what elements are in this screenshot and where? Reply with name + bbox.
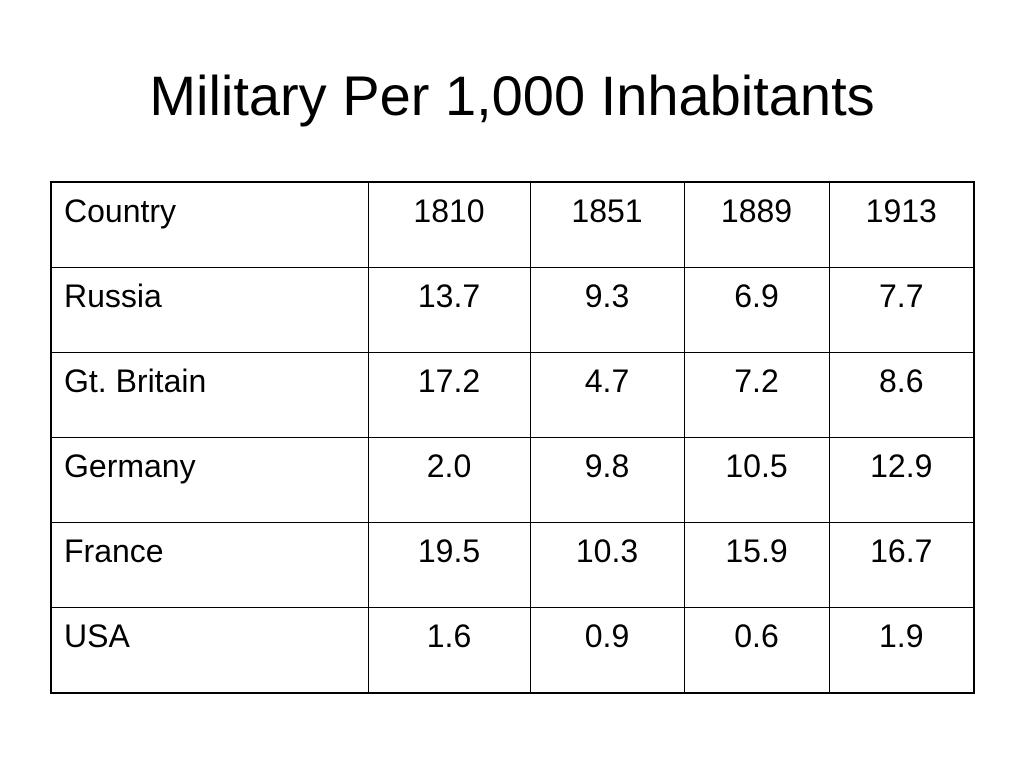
header-cell-1913: 1913 xyxy=(828,181,975,268)
value-cell: 9.8 xyxy=(529,437,685,523)
header-cell-1810: 1810 xyxy=(367,181,531,268)
table-row: Gt. Britain 17.2 4.7 7.2 8.6 xyxy=(50,352,975,438)
value-cell: 12.9 xyxy=(828,437,975,523)
table-row: Russia 13.7 9.3 6.9 7.7 xyxy=(50,267,975,353)
value-cell: 7.7 xyxy=(828,267,975,353)
value-cell: 13.7 xyxy=(367,267,531,353)
country-cell: USA xyxy=(50,607,369,694)
table-row: France 19.5 10.3 15.9 16.7 xyxy=(50,522,975,608)
value-cell: 4.7 xyxy=(529,352,685,438)
table-row: Germany 2.0 9.8 10.5 12.9 xyxy=(50,437,975,523)
military-table: Country 1810 1851 1889 1913 Russia 13.7 … xyxy=(50,181,975,694)
table-row: USA 1.6 0.9 0.6 1.9 xyxy=(50,607,975,694)
country-cell: France xyxy=(50,522,369,608)
value-cell: 8.6 xyxy=(828,352,975,438)
value-cell: 16.7 xyxy=(828,522,975,608)
value-cell: 1.6 xyxy=(367,607,531,694)
value-cell: 6.9 xyxy=(683,267,830,353)
header-cell-country: Country xyxy=(50,181,369,268)
value-cell: 10.3 xyxy=(529,522,685,608)
value-cell: 15.9 xyxy=(683,522,830,608)
country-cell: Russia xyxy=(50,267,369,353)
value-cell: 0.9 xyxy=(529,607,685,694)
value-cell: 9.3 xyxy=(529,267,685,353)
value-cell: 1.9 xyxy=(828,607,975,694)
country-cell: Gt. Britain xyxy=(50,352,369,438)
slide-title: Military Per 1,000 Inhabitants xyxy=(149,64,875,127)
value-cell: 10.5 xyxy=(683,437,830,523)
table-header-row: Country 1810 1851 1889 1913 xyxy=(50,181,975,268)
value-cell: 17.2 xyxy=(367,352,531,438)
country-cell: Germany xyxy=(50,437,369,523)
value-cell: 2.0 xyxy=(367,437,531,523)
value-cell: 7.2 xyxy=(683,352,830,438)
header-cell-1889: 1889 xyxy=(683,181,830,268)
value-cell: 0.6 xyxy=(683,607,830,694)
value-cell: 19.5 xyxy=(367,522,531,608)
header-cell-1851: 1851 xyxy=(529,181,685,268)
